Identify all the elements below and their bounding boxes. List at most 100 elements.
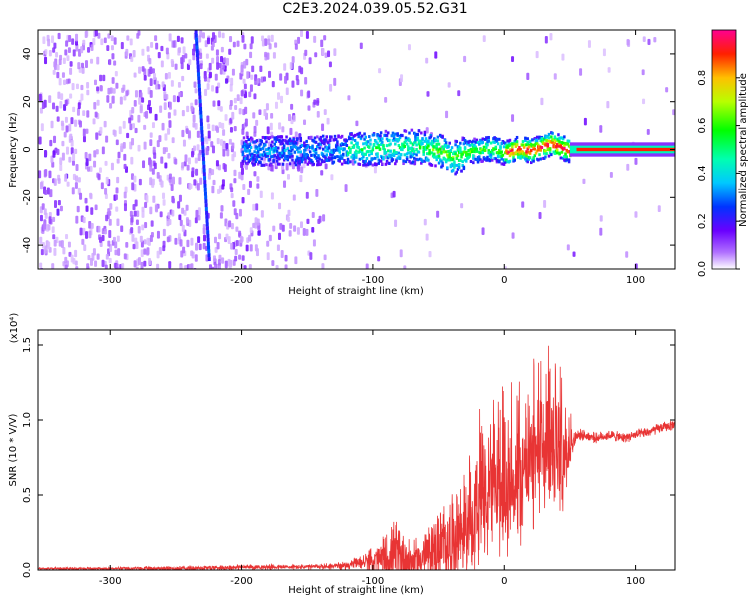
spectrogram-noise-cell xyxy=(84,197,88,204)
spectrogram-streak-cell xyxy=(205,226,209,231)
spectrogram-noise-cell xyxy=(216,56,220,64)
spectrogram-noise-cell xyxy=(202,223,206,231)
spectrogram-ridge-cell xyxy=(288,162,292,166)
spectrogram-ridge-cell xyxy=(241,150,245,154)
spectrogram-ridge-cell xyxy=(376,152,379,156)
spectrogram-noise-cell xyxy=(254,222,258,229)
spectrogram-noise-cell xyxy=(149,177,153,186)
spectrogram-noise-cell xyxy=(148,106,152,114)
spectrogram-ridge-cell xyxy=(338,159,342,163)
spectrogram-ridge-cell xyxy=(279,142,282,146)
spectrogram-ridge-cell xyxy=(336,155,339,159)
spectrogram-ridge-cell xyxy=(371,157,375,161)
spectrogram-noise-cell xyxy=(347,95,351,101)
spectrogram-ridge-cell xyxy=(483,137,487,141)
spectrogram-noise-cell xyxy=(377,256,381,262)
spectrogram-ridge-cell xyxy=(446,158,449,162)
spectrogram-ridge-cell xyxy=(338,150,342,154)
spectrogram-noise-cell xyxy=(271,260,275,267)
spectrogram-noise-cell xyxy=(122,142,126,149)
spectrogram-noise-cell xyxy=(291,80,295,88)
spectrogram-noise-cell xyxy=(214,125,218,132)
spectrogram-noise-cell xyxy=(110,35,114,42)
spectrogram-noise-cell xyxy=(137,225,141,234)
spectrogram-noise-cell xyxy=(218,62,222,69)
spectrogram-ridge-cell xyxy=(457,163,461,167)
spectrogram-noise-cell xyxy=(80,62,84,69)
spectrogram-noise-cell xyxy=(300,89,304,97)
spectrogram-ridge-cell xyxy=(331,152,334,156)
spectrogram-ridge-cell xyxy=(314,147,318,151)
spectrogram-noise-cell xyxy=(56,208,60,216)
spectrogram-ridge-cell xyxy=(242,144,246,148)
spectrogram-ridge-cell xyxy=(449,165,453,169)
spectrogram-ridge-cell xyxy=(349,150,352,154)
spectrogram-streak-cell xyxy=(204,199,208,204)
spectrogram-ridge-cell xyxy=(493,140,496,144)
spectrogram-noise-cell xyxy=(134,90,138,98)
spectrogram-ridge-cell xyxy=(468,154,472,158)
spectrogram-streak-cell xyxy=(201,156,205,161)
spectrogram-noise-cell xyxy=(64,173,68,182)
spectrogram-ridge-cell xyxy=(469,159,473,163)
spectrogram-ridge-cell xyxy=(286,141,289,145)
spectrogram-noise-cell xyxy=(256,176,260,182)
spectrogram-noise-cell xyxy=(41,241,45,249)
spectrogram-noise-cell xyxy=(236,40,240,47)
spectrogram-ridge-cell xyxy=(495,137,499,141)
spectrogram-noise-cell xyxy=(224,78,228,84)
spectrogram-noise-cell xyxy=(394,219,398,228)
spectrogram-ridge-cell xyxy=(253,153,256,157)
spectrogram-streak-cell xyxy=(202,164,206,169)
spectrogram-ridge-cell xyxy=(333,134,337,138)
spectrogram-ridge-cell xyxy=(291,147,294,151)
spectrogram-ridge-cell xyxy=(329,138,332,142)
spectrogram-noise-cell xyxy=(234,104,238,111)
spectrogram-ridge-cell xyxy=(252,158,255,162)
spectrogram-streak-cell xyxy=(207,245,211,250)
spectrogram-ridge-cell xyxy=(356,142,359,146)
spectrogram-noise-cell xyxy=(133,100,137,107)
spectrogram-ridge-cell xyxy=(435,144,438,148)
spectrogram-noise-cell xyxy=(95,132,99,140)
spectrogram-noise-cell xyxy=(207,123,211,130)
spectrogram-ridge-cell xyxy=(310,159,313,163)
spectrogram-ridge-cell xyxy=(290,139,293,143)
spectrogram-ridge-cell xyxy=(293,150,297,154)
spectrogram-ridge-cell xyxy=(275,149,279,153)
spectrogram-ridge-cell xyxy=(405,157,409,161)
spectrogram-ridge-cell xyxy=(544,155,547,159)
spectrogram-noise-cell xyxy=(59,157,63,166)
spectrogram-noise-cell xyxy=(285,162,289,171)
spectrogram-noise-cell xyxy=(60,240,64,248)
spectrogram-noise-cell xyxy=(322,214,326,222)
spectrogram-noise-cell xyxy=(100,38,104,46)
spectrogram-ridge-cell xyxy=(336,140,339,144)
spectrogram-ridge-cell xyxy=(513,158,516,162)
spectrogram-ridge-cell xyxy=(503,141,507,145)
spectrogram-ridge-cell xyxy=(462,137,466,141)
spectrogram-ridge-cell xyxy=(431,141,435,145)
spectrogram-noise-cell xyxy=(124,186,128,193)
spectrogram-ridge-cell xyxy=(291,145,294,149)
spectrogram-ridge-cell xyxy=(379,143,383,147)
spectrogram-ridge-cell xyxy=(260,163,263,167)
spectrogram-noise-cell xyxy=(426,91,430,97)
spectrogram-noise-cell xyxy=(103,120,107,128)
spectrogram-ridge-cell xyxy=(320,158,324,162)
spectrogram-ridge-cell xyxy=(346,151,350,155)
spectrogram-noise-cell xyxy=(109,102,113,109)
spectrogram-noise-cell xyxy=(359,42,363,50)
spectrogram-noise-cell xyxy=(323,254,327,261)
spectrogram-noise-cell xyxy=(43,222,47,230)
spectrogram-noise-cell xyxy=(79,120,83,128)
spectrogram-ridge-cell xyxy=(420,161,423,165)
spectrogram-noise-cell xyxy=(156,230,160,239)
spectrogram-noise-cell xyxy=(291,56,295,63)
spectrogram-noise-cell xyxy=(407,44,411,51)
spectrogram-noise-cell xyxy=(118,126,122,135)
spectrogram-streak-cell xyxy=(207,249,211,254)
spectrogram-ridge-cell xyxy=(444,150,448,154)
spectrogram-noise-cell xyxy=(181,207,185,214)
spectrogram-ridge-cell xyxy=(391,158,395,162)
